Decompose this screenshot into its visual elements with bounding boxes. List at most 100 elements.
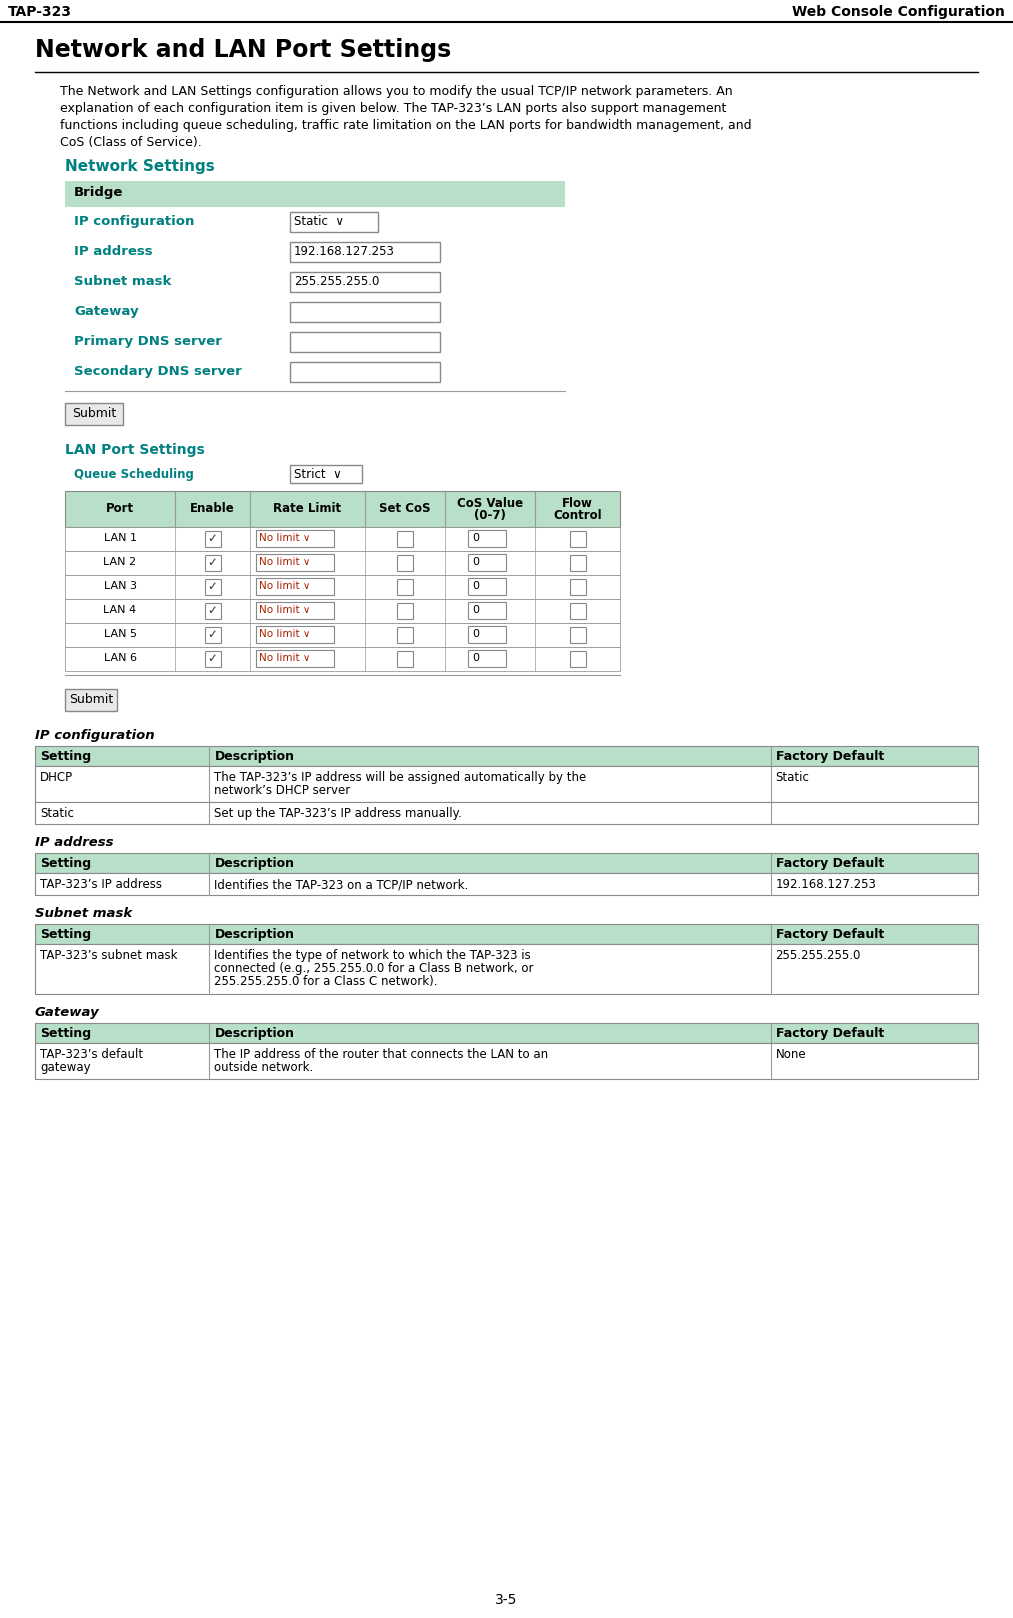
Text: No limit ∨: No limit ∨	[259, 532, 311, 544]
Bar	[256, 553, 334, 571]
Bar	[65, 181, 565, 207]
Bar	[256, 602, 334, 620]
Text: Setting: Setting	[40, 1027, 91, 1040]
Bar	[65, 574, 620, 599]
Bar	[290, 212, 378, 231]
Bar	[256, 650, 334, 667]
Text: Subnet mask: Subnet mask	[74, 275, 171, 288]
Text: 0: 0	[472, 557, 479, 566]
Text: Static: Static	[776, 772, 809, 785]
Bar	[205, 579, 221, 595]
Text: 0: 0	[472, 654, 479, 663]
Text: No limit ∨: No limit ∨	[259, 629, 311, 639]
Text: Web Console Configuration: Web Console Configuration	[792, 5, 1005, 19]
Text: The Network and LAN Settings configuration allows you to modify the usual TCP/IP: The Network and LAN Settings configurati…	[60, 86, 732, 99]
Bar	[256, 578, 334, 595]
Bar	[205, 604, 221, 620]
Text: Static: Static	[40, 807, 74, 820]
Text: ✓: ✓	[208, 579, 218, 594]
Text: Subnet mask: Subnet mask	[35, 908, 133, 921]
Bar	[205, 628, 221, 642]
Text: TAP-323’s default: TAP-323’s default	[40, 1048, 143, 1061]
Bar	[569, 650, 586, 667]
Text: The IP address of the router that connects the LAN to an: The IP address of the router that connec…	[215, 1048, 549, 1061]
Text: Description: Description	[215, 751, 295, 764]
Bar	[397, 650, 413, 667]
Text: 3-5: 3-5	[495, 1594, 518, 1607]
Bar	[65, 403, 123, 426]
Bar	[397, 555, 413, 571]
Text: 0: 0	[472, 581, 479, 591]
Text: LAN 3: LAN 3	[103, 581, 137, 591]
Text: 192.168.127.253: 192.168.127.253	[776, 879, 876, 892]
Text: Network Settings: Network Settings	[65, 159, 215, 175]
Text: CoS Value: CoS Value	[457, 497, 523, 510]
Bar	[468, 650, 506, 667]
Text: (0-7): (0-7)	[474, 510, 505, 523]
Bar	[290, 464, 362, 484]
Bar	[35, 765, 978, 803]
Text: 0: 0	[472, 532, 479, 544]
Bar	[569, 531, 586, 547]
Bar	[468, 578, 506, 595]
Text: network’s DHCP server: network’s DHCP server	[215, 785, 350, 798]
Bar	[290, 272, 440, 291]
Text: DHCP: DHCP	[40, 772, 73, 785]
Bar	[290, 303, 440, 322]
Text: No limit ∨: No limit ∨	[259, 557, 311, 566]
Bar	[65, 647, 620, 671]
Text: 0: 0	[472, 629, 479, 639]
Bar	[468, 553, 506, 571]
Text: None: None	[776, 1048, 806, 1061]
Bar	[65, 689, 116, 710]
Text: Submit: Submit	[69, 693, 113, 705]
Bar	[65, 527, 620, 552]
Text: LAN 4: LAN 4	[103, 605, 137, 615]
Text: Description: Description	[215, 1027, 295, 1040]
Text: Static  ∨: Static ∨	[294, 215, 344, 228]
Bar	[569, 555, 586, 571]
Bar	[35, 924, 978, 943]
Text: Port: Port	[106, 502, 134, 515]
Text: LAN 1: LAN 1	[103, 532, 137, 544]
Bar	[468, 626, 506, 642]
Text: Description: Description	[215, 858, 295, 870]
Bar	[65, 552, 620, 574]
Bar	[35, 943, 978, 993]
Text: Secondary DNS server: Secondary DNS server	[74, 366, 242, 379]
Bar	[290, 243, 440, 262]
Text: Factory Default: Factory Default	[776, 751, 883, 764]
Text: IP configuration: IP configuration	[35, 730, 155, 743]
Text: Queue Scheduling: Queue Scheduling	[74, 468, 193, 481]
Text: 255.255.255.0 for a Class C network).: 255.255.255.0 for a Class C network).	[215, 976, 438, 989]
Text: ✓: ✓	[208, 652, 218, 665]
Text: LAN 6: LAN 6	[103, 654, 137, 663]
Text: Gateway: Gateway	[74, 306, 139, 319]
Text: Setting: Setting	[40, 858, 91, 870]
Bar	[468, 531, 506, 547]
Text: Setting: Setting	[40, 751, 91, 764]
Text: Enable: Enable	[190, 502, 235, 515]
Text: Factory Default: Factory Default	[776, 1027, 883, 1040]
Bar	[397, 628, 413, 642]
Text: Identifies the type of network to which the TAP-323 is: Identifies the type of network to which …	[215, 950, 531, 963]
Text: Strict  ∨: Strict ∨	[294, 468, 341, 481]
Text: Bridge: Bridge	[74, 186, 124, 199]
Text: TAP-323’s subnet mask: TAP-323’s subnet mask	[40, 950, 177, 963]
Bar	[569, 604, 586, 620]
Text: ✓: ✓	[208, 557, 218, 570]
Bar	[35, 803, 978, 824]
Bar	[256, 531, 334, 547]
Text: No limit ∨: No limit ∨	[259, 605, 311, 615]
Text: Network and LAN Port Settings: Network and LAN Port Settings	[35, 37, 451, 61]
Text: explanation of each configuration item is given below. The TAP-323’s LAN ports a: explanation of each configuration item i…	[60, 102, 726, 115]
Text: Identifies the TAP-323 on a TCP/IP network.: Identifies the TAP-323 on a TCP/IP netwo…	[215, 879, 469, 892]
Text: CoS (Class of Service).: CoS (Class of Service).	[60, 136, 202, 149]
Bar	[35, 874, 978, 895]
Bar	[65, 490, 620, 527]
Text: Factory Default: Factory Default	[776, 929, 883, 942]
Text: LAN 5: LAN 5	[103, 629, 137, 639]
Text: functions including queue scheduling, traffic rate limitation on the LAN ports f: functions including queue scheduling, tr…	[60, 120, 752, 133]
Text: 0: 0	[472, 605, 479, 615]
Bar	[205, 531, 221, 547]
